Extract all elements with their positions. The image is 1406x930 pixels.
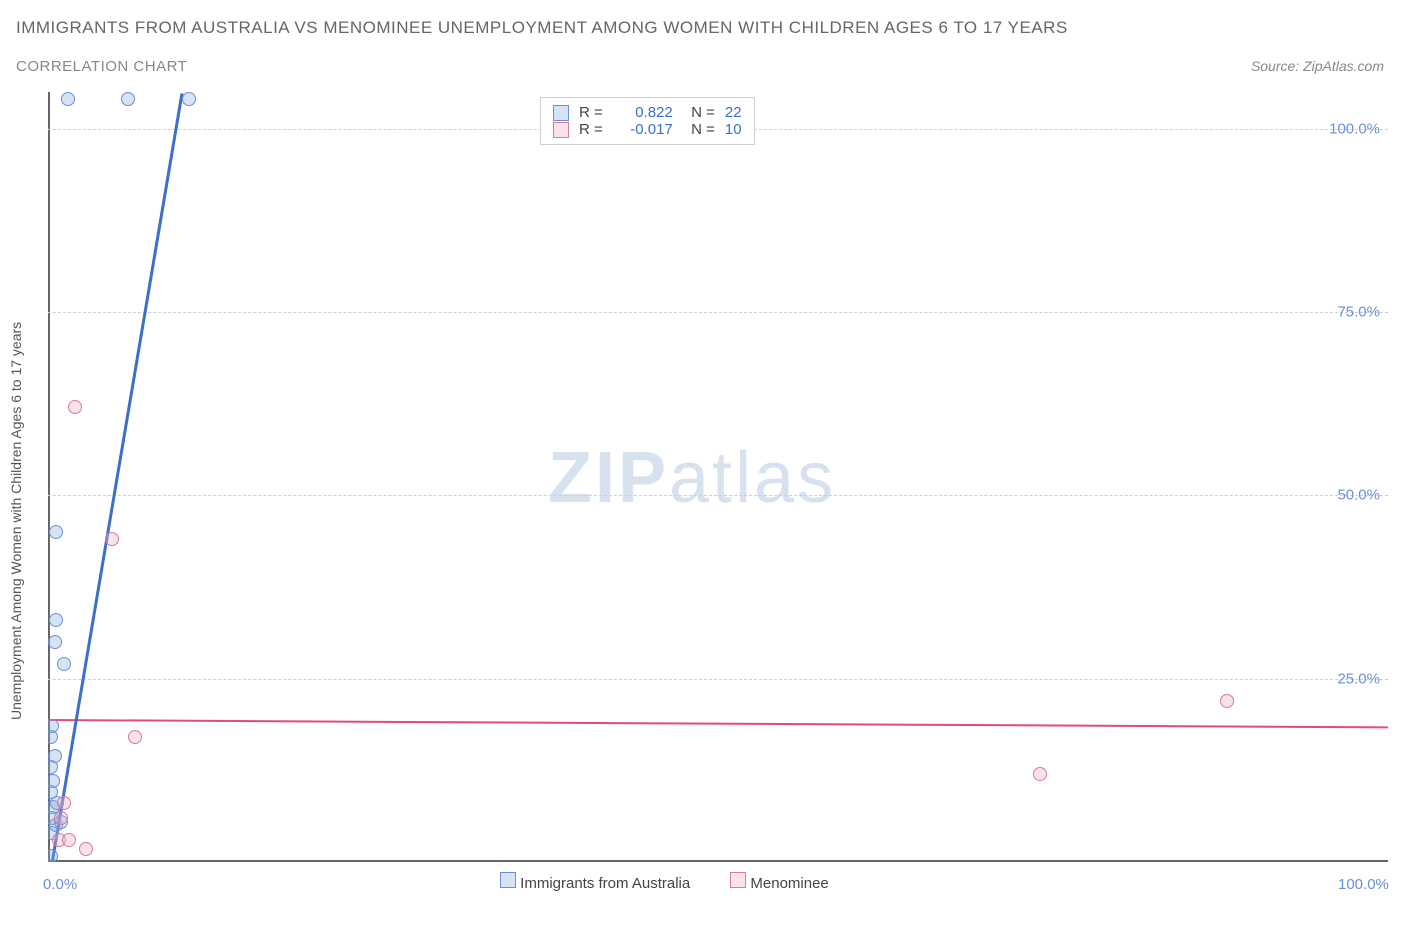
legend-item-australia: Immigrants from Australia [500, 872, 690, 892]
point-australia [48, 719, 59, 733]
point-australia [121, 92, 135, 106]
trendline-menominee [48, 719, 1388, 728]
series-legend: Immigrants from Australia Menominee [500, 872, 829, 892]
point-australia [48, 635, 62, 649]
y-tick-label: 50.0% [1337, 487, 1380, 504]
r-value-australia: 0.822 [613, 104, 673, 121]
point-menominee [105, 532, 119, 546]
point-australia [57, 657, 71, 671]
point-australia [61, 92, 75, 106]
y-tick-label: 25.0% [1337, 670, 1380, 687]
swatch-australia-icon [500, 872, 516, 888]
point-menominee [57, 796, 71, 810]
r-value-menominee: -0.017 [613, 121, 673, 138]
point-australia [49, 525, 63, 539]
y-axis [48, 92, 50, 862]
point-menominee [54, 811, 68, 825]
legend-row-menominee: R = -0.017 N = 10 [553, 121, 742, 138]
legend-row-australia: R = 0.822 N = 22 [553, 104, 742, 121]
point-menominee [79, 842, 93, 856]
chart-subtitle: CORRELATION CHART [16, 58, 187, 75]
x-axis-min-label: 0.0% [43, 876, 77, 893]
plot-area: ZIPatlas 25.0% 50.0% 75.0% 100.0% [48, 92, 1388, 862]
source-label: Source: ZipAtlas.com [1251, 58, 1384, 74]
point-australia [182, 92, 196, 106]
swatch-menominee [553, 122, 569, 138]
y-tick-label: 75.0% [1337, 304, 1380, 321]
n-value-menominee: 10 [725, 121, 742, 138]
gridline [48, 679, 1388, 680]
point-menominee [1033, 767, 1047, 781]
point-menominee [128, 730, 142, 744]
swatch-menominee-icon [730, 872, 746, 888]
point-australia [48, 849, 58, 862]
point-menominee [62, 833, 76, 847]
chart-title: IMMIGRANTS FROM AUSTRALIA VS MENOMINEE U… [16, 18, 1068, 38]
correlation-legend: R = 0.822 N = 22 R = -0.017 N = 10 [540, 97, 755, 145]
y-tick-label: 100.0% [1329, 120, 1380, 137]
y-axis-label: Unemployment Among Women with Children A… [8, 322, 24, 720]
point-australia [48, 774, 60, 788]
n-value-australia: 22 [725, 104, 742, 121]
point-australia [48, 749, 62, 763]
legend-item-menominee: Menominee [730, 872, 829, 892]
gridline [48, 495, 1388, 496]
point-australia [49, 613, 63, 627]
x-axis-max-label: 100.0% [1338, 876, 1389, 893]
watermark: ZIPatlas [548, 437, 836, 519]
point-menominee [1220, 694, 1234, 708]
point-menominee [68, 400, 82, 414]
gridline [48, 312, 1388, 313]
trendline-australia [51, 93, 184, 862]
swatch-australia [553, 105, 569, 121]
